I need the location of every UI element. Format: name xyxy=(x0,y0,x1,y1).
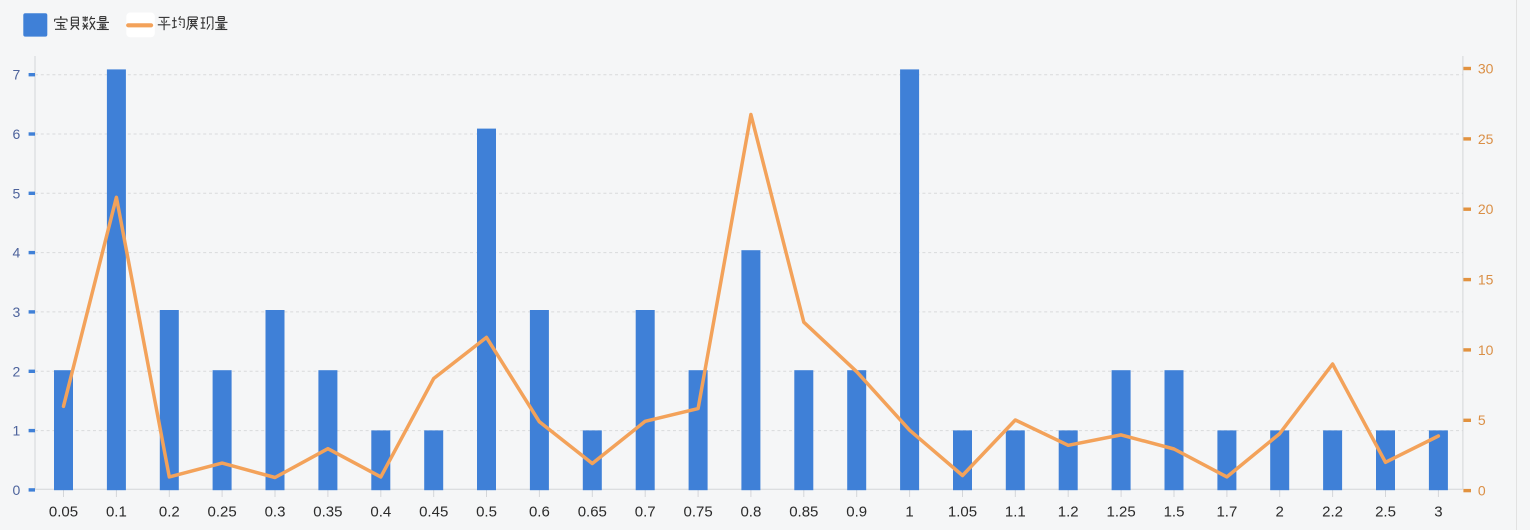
svg-text:0.6: 0.6 xyxy=(529,504,550,521)
svg-text:0.7: 0.7 xyxy=(635,504,656,521)
svg-text:15: 15 xyxy=(1478,272,1494,288)
svg-text:0.9: 0.9 xyxy=(846,504,867,521)
svg-text:2.2: 2.2 xyxy=(1322,504,1343,521)
svg-text:1.7: 1.7 xyxy=(1216,504,1237,521)
svg-text:0.8: 0.8 xyxy=(740,504,761,521)
svg-text:0.45: 0.45 xyxy=(419,504,448,521)
svg-text:5: 5 xyxy=(1478,412,1486,428)
svg-text:2: 2 xyxy=(13,363,21,379)
svg-text:1.05: 1.05 xyxy=(948,504,977,521)
svg-text:25: 25 xyxy=(1478,131,1494,147)
svg-text:1.5: 1.5 xyxy=(1164,504,1185,521)
svg-text:4: 4 xyxy=(13,245,21,261)
svg-text:10: 10 xyxy=(1478,342,1494,358)
svg-text:6: 6 xyxy=(13,126,21,142)
svg-text:0.2: 0.2 xyxy=(159,504,180,521)
svg-text:0: 0 xyxy=(1478,483,1486,499)
svg-text:0.3: 0.3 xyxy=(265,504,286,521)
svg-text:5: 5 xyxy=(13,185,21,201)
svg-text:0.35: 0.35 xyxy=(313,504,342,521)
svg-text:20: 20 xyxy=(1478,201,1494,217)
svg-text:3: 3 xyxy=(13,304,21,320)
svg-text:0.1: 0.1 xyxy=(106,504,127,521)
svg-text:1: 1 xyxy=(13,423,21,439)
svg-text:7: 7 xyxy=(13,67,21,83)
svg-text:1.2: 1.2 xyxy=(1058,504,1079,521)
svg-text:0.25: 0.25 xyxy=(207,504,236,521)
svg-text:0.75: 0.75 xyxy=(683,504,712,521)
svg-text:0: 0 xyxy=(13,482,21,498)
svg-text:0.65: 0.65 xyxy=(578,504,607,521)
svg-text:2.5: 2.5 xyxy=(1375,504,1396,521)
svg-text:30: 30 xyxy=(1478,61,1494,77)
svg-text:0.05: 0.05 xyxy=(49,504,78,521)
svg-text:3: 3 xyxy=(1434,504,1442,521)
svg-text:2: 2 xyxy=(1276,504,1284,521)
svg-text:1: 1 xyxy=(905,504,913,521)
svg-text:0.5: 0.5 xyxy=(476,504,497,521)
svg-text:0.85: 0.85 xyxy=(789,504,818,521)
svg-text:1.1: 1.1 xyxy=(1005,504,1026,521)
svg-text:0.4: 0.4 xyxy=(370,504,391,521)
svg-text:1.25: 1.25 xyxy=(1106,504,1135,521)
